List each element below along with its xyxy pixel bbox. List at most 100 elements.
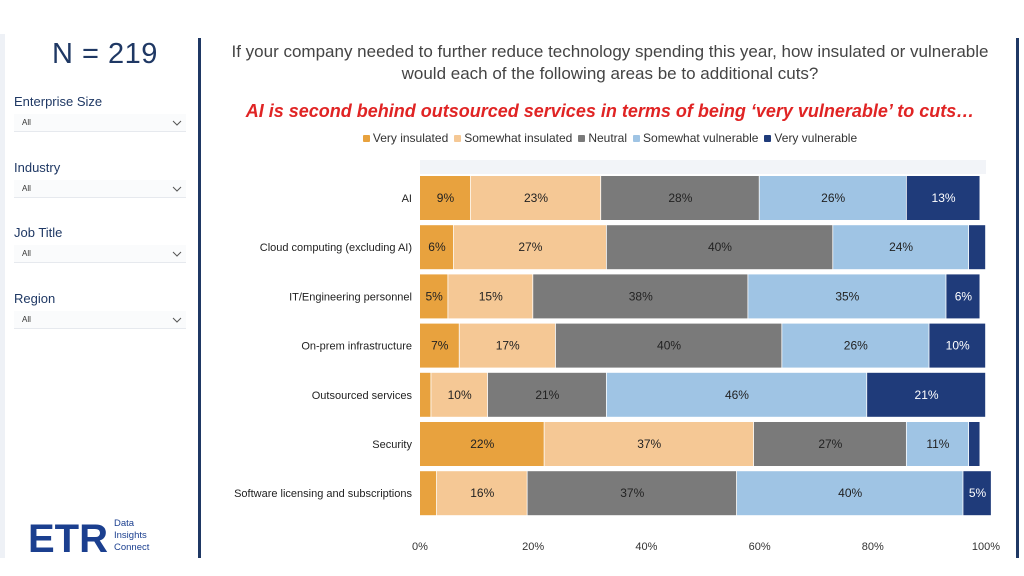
bar-segment-somewhat-insulated [544,422,754,466]
bar-segment-very-vulnerable [946,274,980,319]
filter-sidebar: N = 219 Enterprise Size All Industry All… [14,0,190,576]
bar-segment-somewhat-insulated [453,225,606,270]
data-label: 5% [425,289,443,303]
bar-segment-somewhat-vulnerable [606,372,867,417]
bar-segment-neutral [527,471,737,516]
filter-label: Industry [14,160,61,175]
data-label: 37% [620,486,644,500]
data-label: 6% [955,289,973,303]
filter-label: Job Title [14,225,63,240]
dropdown-value: All [22,184,31,193]
filter-industry: Industry All [14,160,186,198]
data-label: 40% [708,240,732,254]
chart-headline: AI is second behind outsourced services … [245,101,975,121]
bar-segment-very-insulated [420,176,471,220]
category-label: AI [402,193,412,205]
chevron-down-icon [172,120,182,126]
data-label: 6% [428,240,446,254]
bar-segment-somewhat-insulated [470,176,601,220]
bar-segment-very-vulnerable [929,323,986,368]
legend-swatch [633,134,641,142]
data-label: 16% [470,486,494,500]
survey-question: If your company needed to further reduce… [231,42,989,83]
legend-label: Very vulnerable [774,131,858,145]
data-label: 11% [926,437,949,451]
data-label: 22% [470,437,494,451]
bar-segment-somewhat-insulated [448,274,533,319]
x-tick-label: 60% [749,541,771,553]
category-label: Security [372,439,412,451]
data-label: 27% [518,240,542,254]
bar-segment-very-vulnerable [963,471,991,516]
data-label: 40% [838,486,862,500]
legend-swatch [764,134,772,142]
chart-backdrop [420,160,986,174]
bar-segment-very-insulated [420,274,448,319]
bar-segment-very-insulated [420,323,459,368]
chart-legend: Very insulated Somewhat insulated Neutral S… [220,131,1000,145]
x-tick-label: 40% [635,541,657,553]
legend-label: Very insulated [372,131,449,145]
filter-enterprise-size: Enterprise Size All [14,94,186,132]
data-label: 28% [668,191,692,205]
bar-segment-very-vulnerable [867,372,986,417]
job-title-dropdown[interactable]: All [14,245,186,263]
logo-wordmark-text: ETR [28,517,108,556]
left-accent-strip [0,34,5,558]
data-label: 46% [725,388,749,402]
bar-segment-somewhat-vulnerable [906,422,969,466]
logo-line: Insights [114,530,147,541]
bar-segment-neutral [533,274,748,319]
right-divider [1016,38,1019,558]
bar-segment-very-insulated [420,372,431,417]
data-label: 26% [844,339,868,353]
etr-wordmark: ETR [28,517,108,556]
filter-label: Region [14,291,56,306]
data-label: 10% [448,388,472,402]
logo-tagline: Data Insights Connect [114,518,149,554]
data-label: 24% [889,240,913,254]
data-label: 21% [915,388,939,402]
bar-segment-neutral [753,422,906,466]
filter-label: Enterprise Size [14,94,103,109]
filter-region: Region All [14,291,186,329]
chevron-down-icon [172,317,182,323]
data-label: 7% [431,339,449,353]
data-label: 40% [657,339,681,353]
category-label: IT/Engineering personnel [289,291,412,303]
left-divider [198,38,201,558]
dropdown-value: All [22,249,31,258]
category-label: Cloud computing (excluding AI) [260,242,412,254]
data-label: 35% [835,289,859,303]
bar-segment-very-vulnerable [906,176,980,220]
chevron-down-icon [172,186,182,192]
region-dropdown[interactable]: All [14,311,186,329]
bar-segment-very-insulated [420,471,437,516]
bar-segment-very-vulnerable [969,225,986,270]
legend-item-somewhat-vulnerable: Somewhat vulnerable [633,131,758,145]
bar-segment-somewhat-insulated [459,323,556,368]
logo-line: Connect [114,542,150,553]
bar-segment-neutral [555,323,782,368]
legend-label: Neutral [588,131,628,145]
bar-segment-very-vulnerable [969,422,980,466]
industry-dropdown[interactable]: All [14,180,186,198]
bar-segment-somewhat-vulnerable [833,225,969,270]
data-label: 9% [437,191,455,205]
enterprise-size-dropdown[interactable]: All [14,114,186,132]
bar-segment-neutral [487,372,606,417]
legend-swatch [362,134,370,142]
category-label: On-prem infrastructure [301,341,412,353]
data-label: 26% [821,191,845,205]
data-label: 37% [637,437,661,451]
bar-segment-somewhat-vulnerable [782,323,929,368]
bar-segment-somewhat-vulnerable [748,274,946,319]
filter-job-title: Job Title All [14,225,186,263]
bar-segment-somewhat-insulated [431,372,488,417]
bar-segment-neutral [601,176,759,220]
stacked-bar-chart: AI 9% 23% 28% 26% 13% Cloud computing (excludi… [234,160,1000,553]
data-label: 38% [629,289,653,303]
chevron-down-icon [172,251,182,257]
data-label: 23% [524,191,548,205]
bar-segment-neutral [606,225,833,270]
